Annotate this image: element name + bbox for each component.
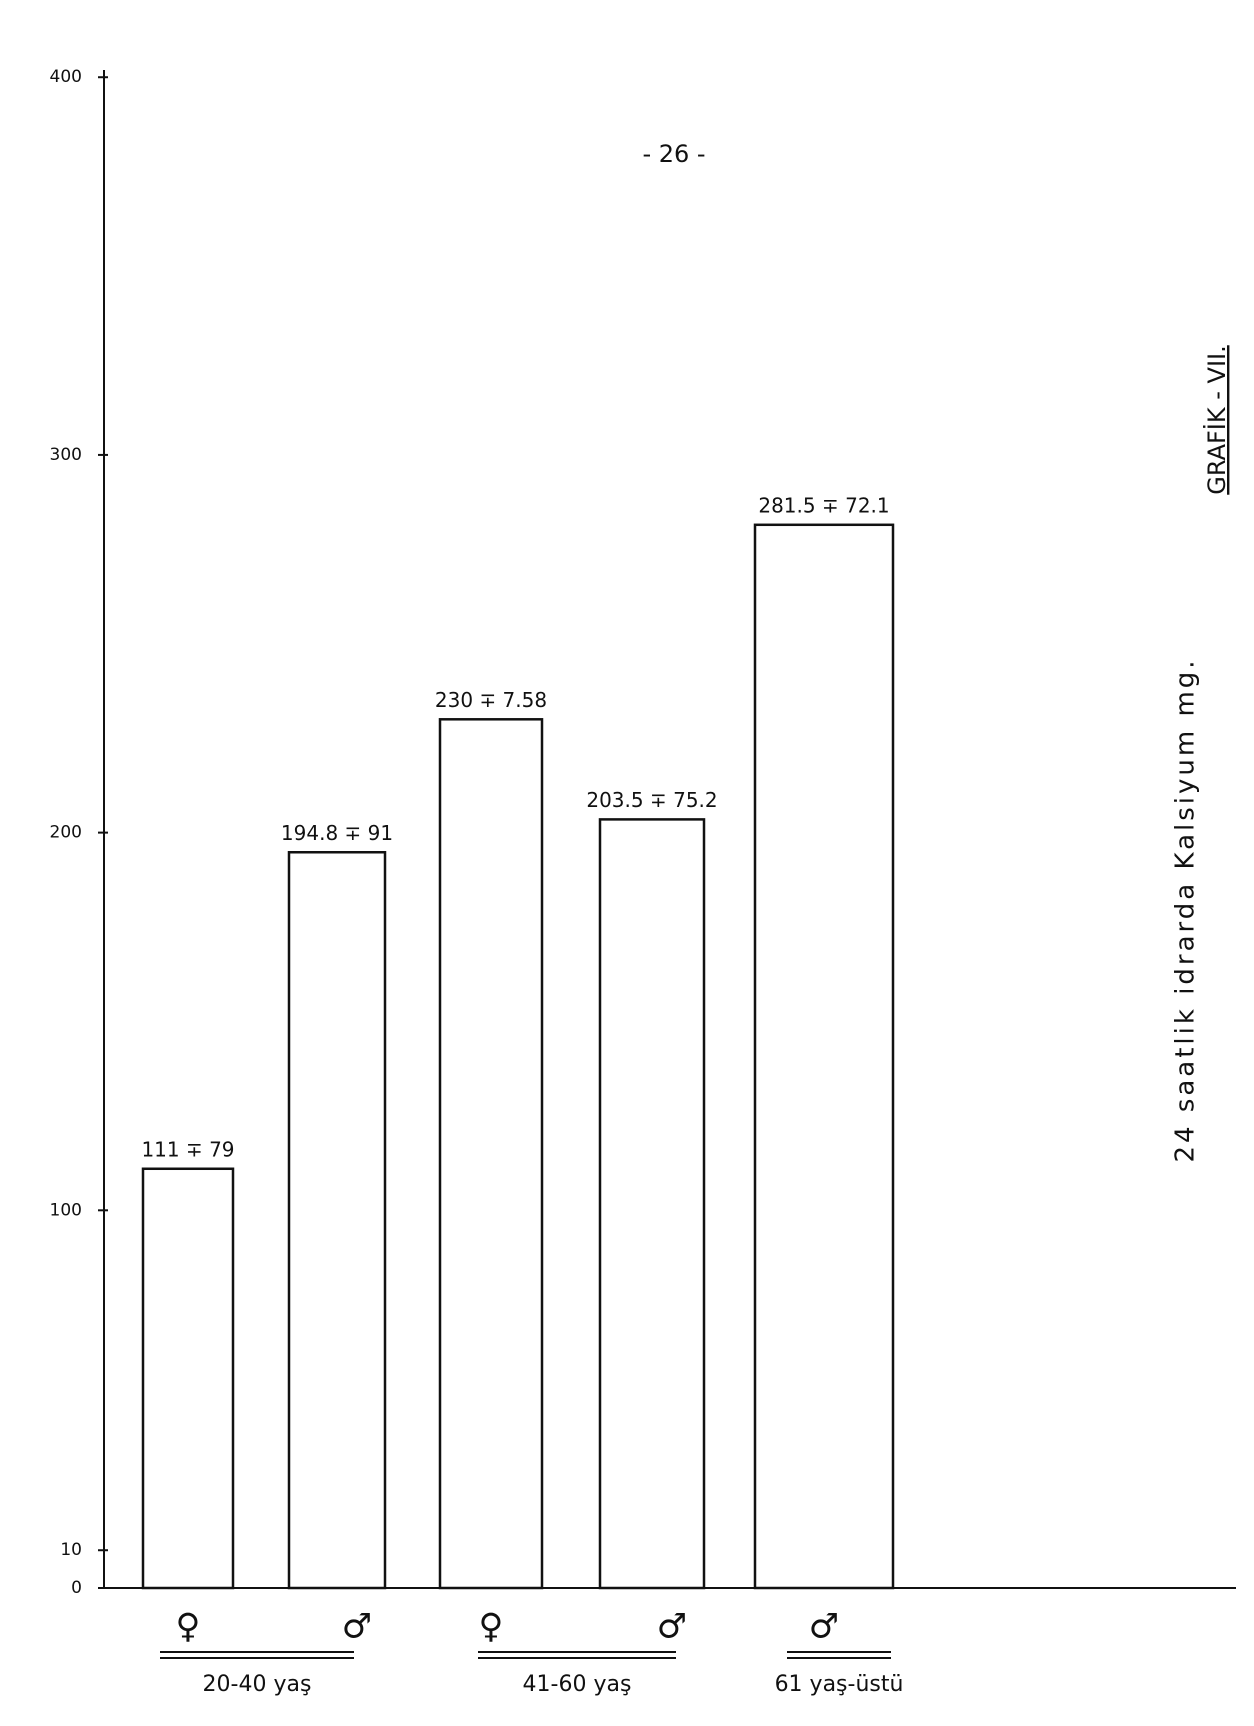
page-number: - 26 - — [642, 140, 705, 168]
chart-title: GRAFİK - VII. — [1202, 345, 1231, 494]
y-tick-label: 100 — [50, 1200, 82, 1220]
group-label: 41-60 yaş — [523, 1672, 632, 1697]
value-label: 203.5 ∓ 75.2 — [586, 788, 717, 812]
y-tick-label: 300 — [50, 445, 82, 465]
chart: - 26 - GRAFİK - VII. 24 saatlik idrarda … — [0, 0, 1254, 1726]
bar — [143, 1169, 233, 1588]
bar — [600, 819, 704, 1588]
y-tick-label: 10 — [60, 1540, 82, 1560]
y-tick-label: 400 — [50, 67, 82, 87]
y-tick-label: 200 — [50, 823, 82, 843]
x-tick-label: ♀ — [479, 1607, 504, 1647]
bar — [755, 525, 893, 1588]
x-tick-label: ♂ — [657, 1607, 687, 1647]
value-label: 194.8 ∓ 91 — [281, 821, 393, 845]
bar — [440, 719, 542, 1588]
group-label: 20-40 yaş — [203, 1672, 312, 1697]
bar — [289, 852, 385, 1588]
value-label: 281.5 ∓ 72.1 — [758, 493, 889, 517]
group-label: 61 yaş-üstü — [775, 1672, 904, 1697]
y-tick-label: 0 — [71, 1578, 82, 1598]
x-tick-label: ♂ — [342, 1607, 372, 1647]
y-axis-title: 24 saatlik idrarda Kalsiyum mg. — [1171, 657, 1201, 1162]
value-label: 111 ∓ 79 — [141, 1137, 234, 1161]
value-label: 230 ∓ 7.58 — [435, 688, 547, 712]
x-tick-label: ♀ — [176, 1607, 201, 1647]
x-tick-label: ♂ — [809, 1607, 839, 1647]
